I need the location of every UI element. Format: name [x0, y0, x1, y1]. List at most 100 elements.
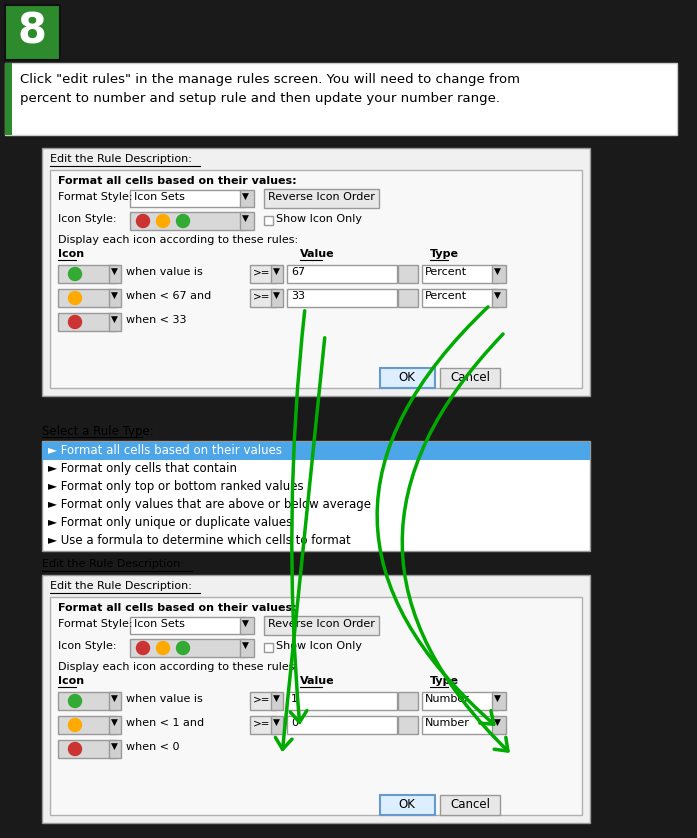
Text: Number: Number [425, 694, 470, 704]
Bar [440, 368, 500, 388]
Text: Icon: Icon [58, 249, 84, 259]
Text: ▼: ▼ [111, 718, 118, 727]
Bar [287, 289, 397, 307]
Bar [380, 368, 435, 388]
Circle shape [157, 642, 169, 654]
Bar [58, 692, 116, 710]
Text: OK: OK [399, 798, 415, 811]
Text: ▼: ▼ [273, 718, 280, 727]
Text: Display each icon according to these rules:: Display each icon according to these rul… [58, 235, 298, 245]
FancyArrowPatch shape [402, 334, 508, 751]
Text: >=: >= [253, 694, 270, 704]
Text: Cancel: Cancel [450, 371, 490, 384]
Bar [42, 148, 590, 396]
Bar [250, 716, 276, 734]
Text: Format Style:: Format Style: [58, 619, 132, 629]
Text: ▼: ▼ [494, 291, 501, 300]
Text: Show Icon Only: Show Icon Only [276, 214, 362, 224]
Bar [58, 313, 116, 331]
Text: Edit the Rule Description:: Edit the Rule Description: [50, 154, 192, 164]
Text: Number: Number [425, 718, 470, 728]
Bar [398, 692, 418, 710]
Text: Format Style:: Format Style: [58, 192, 132, 202]
Bar [58, 289, 116, 307]
Bar [398, 265, 418, 283]
Text: when < 67 and: when < 67 and [126, 291, 211, 301]
Text: ▼: ▼ [494, 694, 501, 703]
Bar [130, 639, 245, 657]
Bar [240, 190, 254, 207]
Bar [492, 716, 506, 734]
Text: Select a Rule Type:: Select a Rule Type: [42, 425, 154, 438]
Text: Value: Value [300, 676, 335, 686]
Bar [42, 575, 590, 823]
Circle shape [137, 642, 149, 654]
Bar [398, 289, 418, 307]
Text: when value is: when value is [126, 694, 203, 704]
Bar [109, 692, 121, 710]
Bar [109, 716, 121, 734]
Bar [422, 289, 497, 307]
Text: OK: OK [399, 371, 415, 384]
Bar [250, 692, 276, 710]
Text: Format all cells based on their values:: Format all cells based on their values: [58, 176, 297, 186]
Bar [271, 289, 283, 307]
Text: when < 0: when < 0 [126, 742, 180, 752]
Bar [130, 190, 245, 207]
Circle shape [68, 695, 82, 707]
Text: ▼: ▼ [111, 694, 118, 703]
Text: ► Format only unique or duplicate values: ► Format only unique or duplicate values [48, 516, 292, 529]
Text: Edit the Rule Description:: Edit the Rule Description: [50, 581, 192, 591]
Circle shape [68, 742, 82, 756]
Bar [422, 692, 497, 710]
Bar [250, 289, 276, 307]
FancyArrowPatch shape [290, 311, 307, 722]
Text: ▼: ▼ [494, 718, 501, 727]
Bar [50, 597, 582, 815]
Bar [287, 692, 397, 710]
Text: Show Icon Only: Show Icon Only [276, 641, 362, 651]
Text: 0: 0 [291, 718, 298, 728]
Text: ▼: ▼ [242, 192, 249, 201]
Circle shape [68, 315, 82, 328]
Text: when < 33: when < 33 [126, 315, 187, 325]
Text: ▼: ▼ [111, 742, 118, 751]
Bar [492, 265, 506, 283]
Bar [380, 795, 435, 815]
Circle shape [176, 642, 190, 654]
Bar [58, 265, 116, 283]
Text: ▼: ▼ [242, 619, 249, 628]
Bar [42, 442, 590, 460]
Text: Percent: Percent [425, 291, 467, 301]
Text: Icon: Icon [58, 676, 84, 686]
Text: Icon Sets: Icon Sets [134, 192, 185, 202]
Text: ► Format only values that are above or below average: ► Format only values that are above or b… [48, 498, 371, 511]
Text: when < 1 and: when < 1 and [126, 718, 204, 728]
Bar [50, 170, 582, 388]
Bar [422, 265, 497, 283]
Bar [58, 740, 116, 758]
Text: ▼: ▼ [494, 267, 501, 276]
Bar [271, 265, 283, 283]
Text: Click "edit rules" in the manage rules screen. You will need to change from: Click "edit rules" in the manage rules s… [20, 73, 520, 86]
Text: ▼: ▼ [273, 267, 280, 276]
Bar [5, 63, 677, 135]
Bar [109, 313, 121, 331]
Text: Value: Value [300, 249, 335, 259]
Bar [5, 63, 12, 135]
Text: Icon Style:: Icon Style: [58, 214, 116, 224]
Text: Icon Style:: Icon Style: [58, 641, 116, 651]
Circle shape [68, 718, 82, 732]
Bar [264, 216, 273, 225]
Bar [109, 740, 121, 758]
Text: Reverse Icon Order: Reverse Icon Order [268, 192, 375, 202]
Text: when value is: when value is [126, 267, 203, 277]
Bar [250, 265, 276, 283]
Bar [264, 189, 379, 208]
Text: percent to number and setup rule and then update your number range.: percent to number and setup rule and the… [20, 92, 500, 105]
Circle shape [68, 267, 82, 281]
Text: Display each icon according to these rules:: Display each icon according to these rul… [58, 662, 298, 672]
Text: ► Use a formula to determine which cells to format: ► Use a formula to determine which cells… [48, 534, 351, 547]
Text: >=: >= [253, 291, 270, 301]
Text: ▼: ▼ [273, 291, 280, 300]
